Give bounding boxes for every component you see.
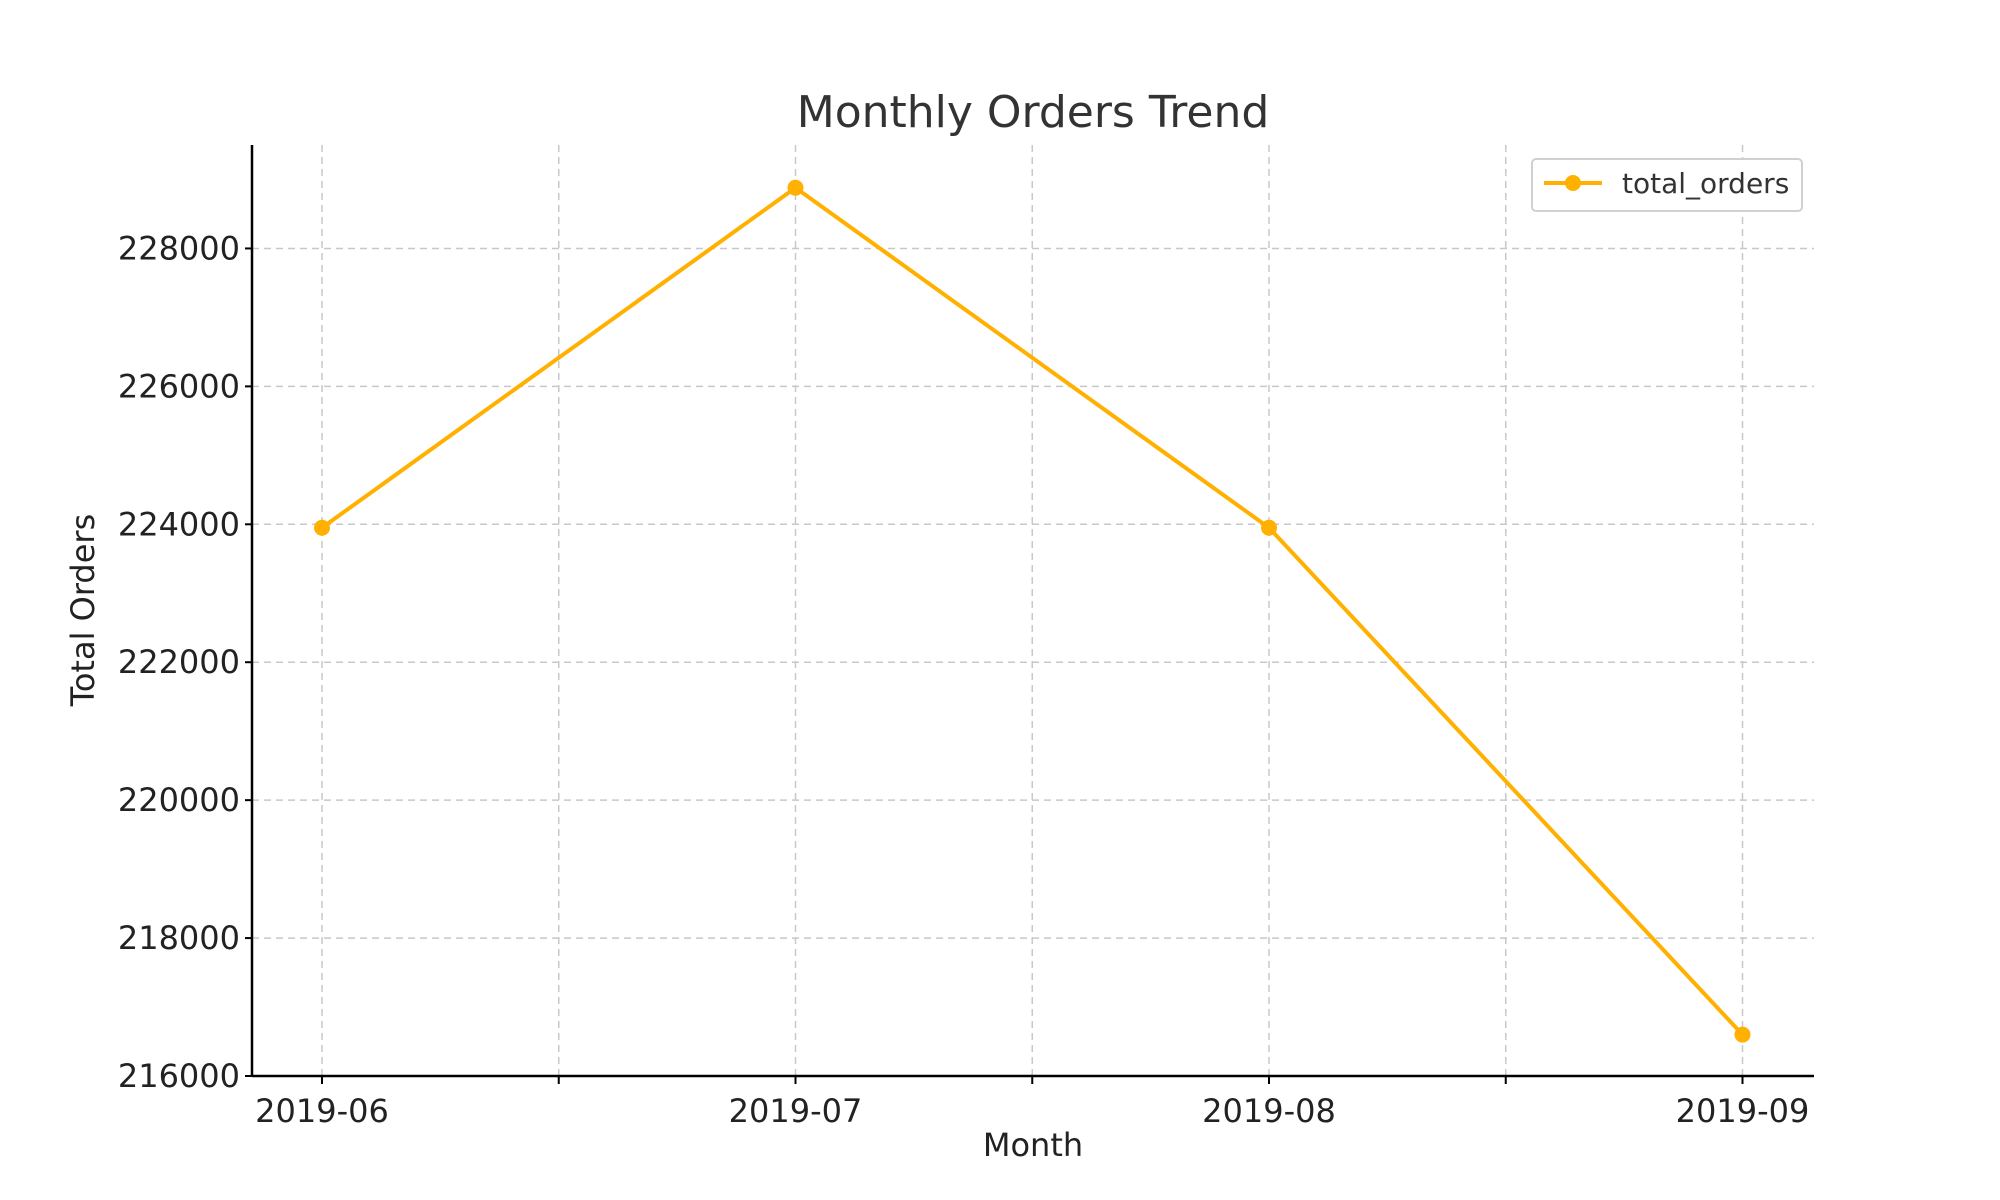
legend-series-marker [1565, 175, 1581, 191]
data-point [1261, 519, 1277, 536]
x-tick-label: 2019-08 [1202, 1092, 1336, 1130]
x-tick-label: 2019-07 [729, 1092, 863, 1130]
series-layer [314, 179, 1751, 1043]
y-tick-label: 228000 [118, 229, 240, 267]
grid-lines [252, 145, 1814, 1076]
x-tick-label: 2019-06 [255, 1092, 389, 1130]
ticks: 216000 218000 220000 222000 224000 226000 2280… [118, 229, 1810, 1130]
chart-title: Monthly Orders Trend [797, 87, 1270, 138]
data-point [787, 179, 804, 196]
x-tick-label: 2019-09 [1676, 1092, 1810, 1130]
series-line-total_orders [320, 185, 1744, 1036]
legend-box [1531, 158, 1803, 212]
data-point [1734, 1026, 1751, 1043]
y-axis-label: Total Orders [64, 514, 102, 708]
data-point [314, 519, 330, 536]
y-tick-label: 226000 [118, 367, 240, 405]
y-tick-label: 218000 [118, 919, 240, 957]
y-tick-label: 216000 [118, 1057, 240, 1095]
y-tick-label: 220000 [118, 781, 240, 819]
y-tick-label: 224000 [118, 505, 240, 543]
x-axis-label: Month [983, 1126, 1083, 1164]
legend: total_orders [1531, 158, 1803, 212]
legend-series-label: total_orders [1622, 167, 1789, 200]
y-tick-label: 222000 [118, 643, 240, 681]
